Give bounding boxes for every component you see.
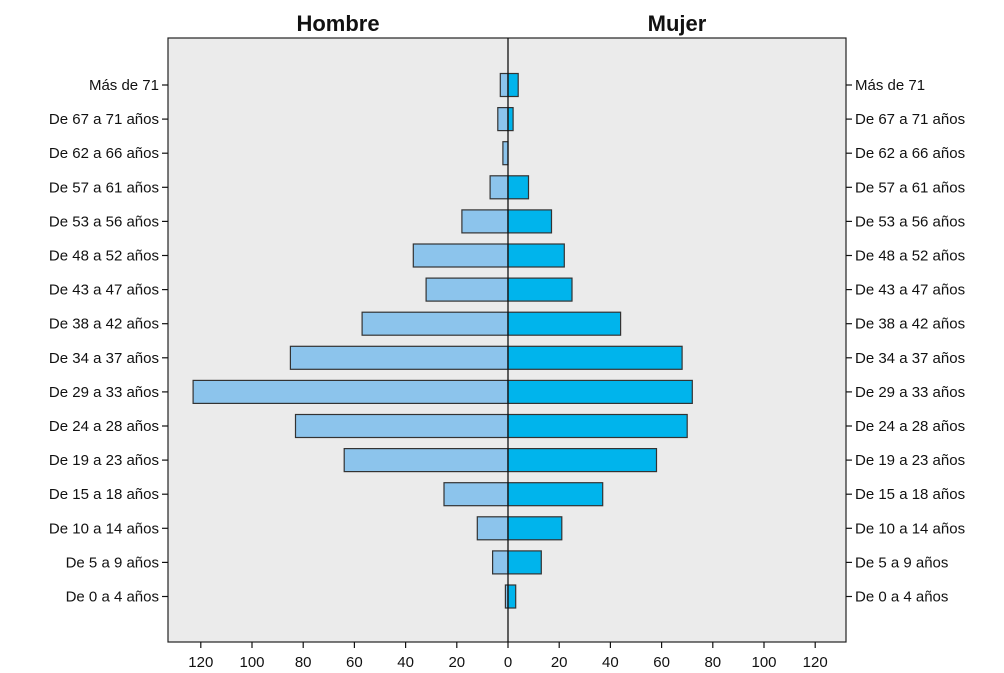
bar-mujer	[507, 413, 688, 439]
right-category-label: De 38 a 42 años	[855, 316, 965, 333]
right-category-label: De 0 a 4 años	[855, 589, 948, 606]
right-category-label: De 67 a 71 años	[855, 111, 965, 128]
x-tick-label: 60	[653, 654, 670, 671]
bar-hombre	[499, 72, 509, 98]
left-category-label: De 19 a 23 años	[49, 452, 159, 469]
left-category-label: Más de 71	[89, 77, 159, 94]
bar-hombre	[461, 209, 509, 234]
bar-mujer	[507, 516, 563, 541]
bar-mujer	[507, 72, 519, 98]
bar-mujer	[507, 345, 683, 370]
bar-hombre	[425, 277, 509, 302]
bar-mujer	[507, 584, 517, 609]
bar-hombre	[497, 106, 509, 132]
right-category-label: De 24 a 28 años	[855, 418, 965, 435]
bar-hombre	[489, 175, 509, 200]
x-tick-label: 60	[346, 654, 363, 671]
left-category-label: De 34 a 37 años	[49, 350, 159, 367]
right-category-label: De 29 a 33 años	[855, 384, 965, 401]
left-category-label: De 10 a 14 años	[49, 520, 159, 537]
left-panel-title: Hombre	[296, 11, 379, 36]
bar-mujer	[507, 243, 565, 268]
bar-mujer	[507, 482, 604, 507]
bar-hombre	[294, 413, 509, 439]
bar-hombre	[361, 311, 509, 336]
bar-hombre	[343, 448, 509, 473]
plot-area	[167, 37, 847, 643]
x-tick-label: 20	[448, 654, 465, 671]
bar-hombre	[502, 141, 509, 166]
x-tick-label: 100	[751, 654, 776, 671]
x-axis-ticks: 120 100 80 60 40 20 0 20 40 60 80 100 120	[188, 642, 828, 671]
bar-hombre	[443, 482, 509, 507]
left-category-label: De 62 a 66 años	[49, 145, 159, 162]
right-category-label: De 34 a 37 años	[855, 350, 965, 367]
x-tick-label: 20	[551, 654, 568, 671]
left-category-label: De 24 a 28 años	[49, 418, 159, 435]
right-category-label: Más de 71	[855, 77, 925, 94]
bar-mujer	[507, 277, 573, 302]
left-category-label: De 43 a 47 años	[49, 282, 159, 299]
right-category-label: De 43 a 47 años	[855, 282, 965, 299]
left-category-label: De 53 a 56 años	[49, 213, 159, 230]
right-category-label: De 5 a 9 años	[855, 554, 948, 571]
right-category-label: De 19 a 23 años	[855, 452, 965, 469]
left-category-label: De 57 a 61 años	[49, 179, 159, 196]
bar-hombre	[476, 516, 509, 541]
right-category-label: De 62 a 66 años	[855, 145, 965, 162]
bar-hombre	[412, 243, 509, 268]
x-tick-label: 100	[239, 654, 264, 671]
left-category-label: De 67 a 71 años	[49, 111, 159, 128]
x-tick-label: 40	[602, 654, 619, 671]
bar-hombre	[192, 379, 509, 404]
left-category-label: De 29 a 33 años	[49, 384, 159, 401]
bar-hombre	[492, 550, 509, 575]
x-tick-label: 80	[295, 654, 312, 671]
x-tick-label: 40	[397, 654, 414, 671]
bar-hombre	[289, 345, 509, 370]
x-tick-label: 0	[504, 654, 512, 671]
right-category-labels: Más de 71 De 67 a 71 años De 62 a 66 años D…	[846, 77, 965, 606]
left-category-label: De 15 a 18 años	[49, 486, 159, 503]
bar-mujer	[507, 106, 514, 132]
bar-mujer	[507, 209, 553, 234]
bar-mujer	[507, 175, 530, 200]
right-category-label: De 57 a 61 años	[855, 179, 965, 196]
left-category-label: De 38 a 42 años	[49, 316, 159, 333]
right-panel-title: Mujer	[648, 11, 707, 36]
x-tick-label: 80	[704, 654, 721, 671]
x-tick-label: 120	[188, 654, 213, 671]
bars	[192, 72, 693, 609]
bar-mujer	[507, 448, 658, 473]
right-category-label: De 15 a 18 años	[855, 486, 965, 503]
left-category-label: De 5 a 9 años	[66, 554, 159, 571]
left-category-label: De 48 a 52 años	[49, 248, 159, 265]
left-category-labels: Más de 71 De 67 a 71 años De 62 a 66 años D…	[49, 77, 168, 606]
bar-mujer	[507, 550, 542, 575]
bar-mujer	[507, 311, 622, 336]
x-tick-label: 120	[803, 654, 828, 671]
right-category-label: De 53 a 56 años	[855, 213, 965, 230]
left-category-label: De 0 a 4 años	[66, 589, 159, 606]
bar-mujer	[507, 379, 693, 404]
right-category-label: De 48 a 52 años	[855, 248, 965, 265]
right-category-label: De 10 a 14 años	[855, 520, 965, 537]
